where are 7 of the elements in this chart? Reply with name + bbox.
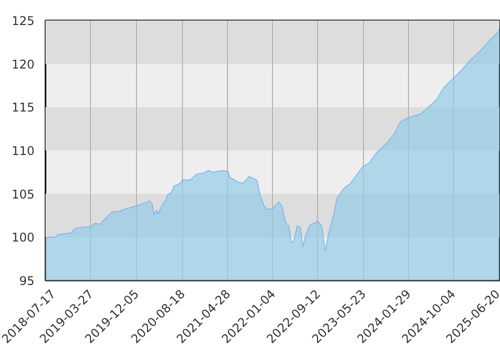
y-tick-label: 110 — [12, 144, 34, 158]
y-tick-label: 95 — [19, 274, 35, 288]
y-tick-label: 100 — [12, 230, 34, 245]
y-tick-label: 115 — [12, 100, 34, 115]
y-tick-label: 120 — [12, 57, 34, 72]
y-tick-label: 105 — [12, 187, 34, 202]
y-tick-label: 125 — [12, 14, 34, 28]
